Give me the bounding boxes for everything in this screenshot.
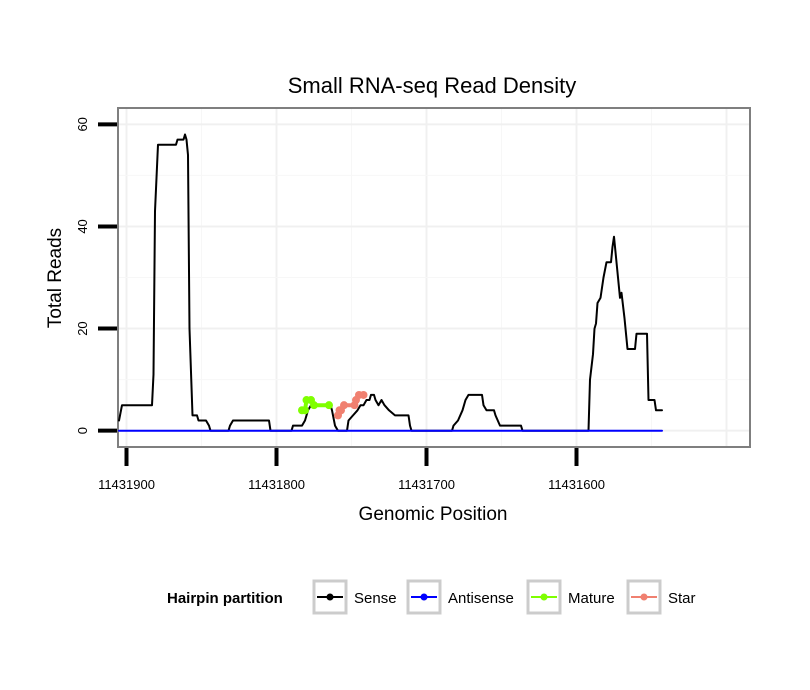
y-tick-label: 20 bbox=[75, 321, 90, 335]
legend-item-sense: Sense bbox=[312, 579, 397, 615]
legend-label: Star bbox=[668, 590, 696, 607]
x-tick-label: 11431700 bbox=[398, 477, 455, 492]
x-axis: 11431900 11431800 11431700 11431600 bbox=[98, 448, 605, 492]
y-axis: 0 20 40 60 bbox=[75, 117, 117, 434]
x-axis-title: Genomic Position bbox=[359, 504, 508, 525]
legend-item-antisense: Antisense bbox=[406, 579, 514, 615]
legend-key-dot bbox=[420, 593, 428, 601]
series-mature-point bbox=[325, 401, 333, 410]
legend-key-dot bbox=[640, 593, 648, 601]
legend-key-dot bbox=[540, 593, 548, 601]
legend-label: Sense bbox=[354, 590, 397, 607]
series-layer bbox=[118, 133, 663, 432]
y-tick-label: 0 bbox=[75, 427, 90, 434]
legend-key-dot bbox=[326, 593, 334, 601]
series-mature-point bbox=[310, 401, 318, 410]
legend-title: Hairpin partition bbox=[167, 590, 283, 607]
series-star-point bbox=[359, 390, 368, 399]
legend-item-star: Star bbox=[626, 579, 696, 615]
x-tick-label: 11431900 bbox=[98, 477, 155, 492]
legend-item-mature: Mature bbox=[526, 579, 615, 615]
series-star-point bbox=[340, 401, 348, 410]
series-sense-line bbox=[118, 133, 663, 432]
legend: Hairpin partition Sense Antisense Mature St… bbox=[167, 579, 696, 615]
x-tick-label: 11431800 bbox=[248, 477, 305, 492]
chart-title: Small RNA-seq Read Density bbox=[288, 73, 577, 98]
y-tick-label: 40 bbox=[75, 219, 90, 233]
series-mature-point bbox=[301, 406, 309, 415]
y-tick-label: 60 bbox=[75, 117, 90, 131]
legend-label: Mature bbox=[568, 590, 615, 607]
y-axis-title: Total Reads bbox=[45, 228, 66, 328]
x-tick-label: 11431600 bbox=[548, 477, 605, 492]
legend-label: Antisense bbox=[448, 590, 514, 607]
